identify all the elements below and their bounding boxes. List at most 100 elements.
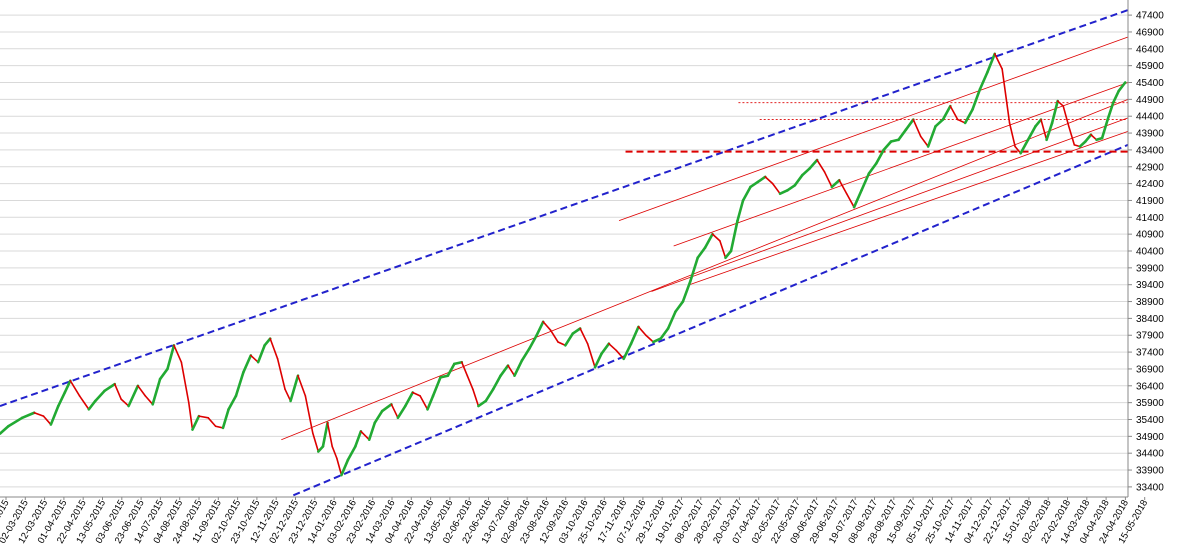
price-segment <box>860 172 871 192</box>
price-segment <box>499 364 510 377</box>
y-tick-label: 42900 <box>1136 162 1164 173</box>
price-segment <box>426 394 435 411</box>
price-segment <box>411 391 421 397</box>
price-segment <box>1106 101 1115 121</box>
price-segment <box>696 246 707 260</box>
price-segment <box>431 376 442 398</box>
price-segment <box>7 416 24 428</box>
price-segment <box>800 167 811 177</box>
price-segment <box>1019 138 1030 155</box>
price-segment <box>711 233 721 242</box>
price-segment <box>666 310 677 330</box>
price-segment <box>234 371 245 398</box>
price-segment <box>579 327 589 345</box>
price-segment <box>882 140 893 152</box>
price-segment <box>276 358 286 390</box>
price-segment <box>191 414 201 431</box>
price-segment <box>354 429 363 448</box>
price-segment <box>460 361 469 377</box>
price-segment <box>703 232 714 249</box>
price-segment <box>1067 125 1076 146</box>
price-segment <box>852 189 863 209</box>
price-segment <box>207 417 217 428</box>
price-segment <box>978 71 989 91</box>
y-axis: 33400 33900 34400 34900 35400 35900 36400 36900… <box>1127 0 1164 497</box>
price-segment <box>1045 121 1054 142</box>
price-segment <box>963 108 974 125</box>
price-segment <box>719 240 727 259</box>
price-segment <box>360 430 371 441</box>
price-segment <box>269 337 279 360</box>
price-segment <box>144 395 154 406</box>
price-segment <box>42 415 52 426</box>
price-segment <box>507 364 516 377</box>
price-segment <box>736 199 745 222</box>
price-segment <box>33 411 45 417</box>
trendline <box>281 98 1129 441</box>
y-tick-label: 37400 <box>1136 348 1164 359</box>
price-segment <box>956 118 966 124</box>
y-tick-label: 35900 <box>1136 398 1164 409</box>
price-segment <box>608 342 618 352</box>
price-segment <box>256 344 266 364</box>
price-segment <box>527 333 539 351</box>
price-segment <box>741 185 752 202</box>
price-segment <box>198 415 210 419</box>
price-segment <box>94 389 106 403</box>
y-tick-label: 45900 <box>1136 61 1164 72</box>
price-segment <box>593 352 603 369</box>
price-segment <box>564 332 575 347</box>
grid-lines <box>0 14 1128 488</box>
price-segment <box>367 421 377 442</box>
price-segment <box>941 104 952 121</box>
price-segment <box>904 118 915 131</box>
price-segment <box>166 344 176 371</box>
price-segment <box>615 349 625 360</box>
price-segment <box>1056 100 1065 107</box>
price-segment <box>396 404 407 420</box>
price-segment <box>542 320 552 331</box>
price-segment <box>875 148 886 165</box>
price-segment <box>419 395 429 411</box>
price-segment <box>919 135 929 148</box>
price-segment <box>637 326 647 337</box>
price-segment <box>1084 133 1093 143</box>
price-segment <box>771 182 781 195</box>
price-segment <box>472 388 480 407</box>
price-segment <box>491 374 502 391</box>
price-segment <box>297 374 307 397</box>
price-segment <box>912 118 922 138</box>
price-segment <box>242 354 253 374</box>
price-segment <box>373 409 384 425</box>
price-segment <box>340 458 350 477</box>
price-segment <box>221 408 230 430</box>
price-segment <box>390 403 399 419</box>
price-segment <box>986 52 997 74</box>
price-segment <box>477 399 488 408</box>
price-segment <box>1117 81 1127 93</box>
price-segment <box>78 395 90 411</box>
y-tick-label: 39900 <box>1136 263 1164 274</box>
y-tick-label: 38400 <box>1136 314 1164 325</box>
price-segment <box>151 377 162 406</box>
trendline <box>673 82 1129 247</box>
y-tick-label: 43900 <box>1136 129 1164 140</box>
price-segment <box>1008 122 1016 148</box>
price-segment <box>263 337 272 347</box>
price-segment <box>681 280 692 303</box>
price-segment <box>49 404 60 426</box>
price-segment <box>629 325 640 345</box>
price-segment <box>1050 99 1059 125</box>
y-tick-label: 34900 <box>1136 432 1164 443</box>
price-segment <box>816 159 826 173</box>
price-segment <box>756 175 767 184</box>
price-segment <box>380 403 393 413</box>
price-segment <box>808 158 819 170</box>
price-segment <box>180 361 190 404</box>
y-tick-label: 45400 <box>1136 78 1164 89</box>
y-tick-label: 46900 <box>1136 27 1164 38</box>
price-segment <box>971 87 982 111</box>
price-segment <box>466 374 474 390</box>
trendline <box>689 130 1129 286</box>
price-segment <box>1001 68 1011 124</box>
